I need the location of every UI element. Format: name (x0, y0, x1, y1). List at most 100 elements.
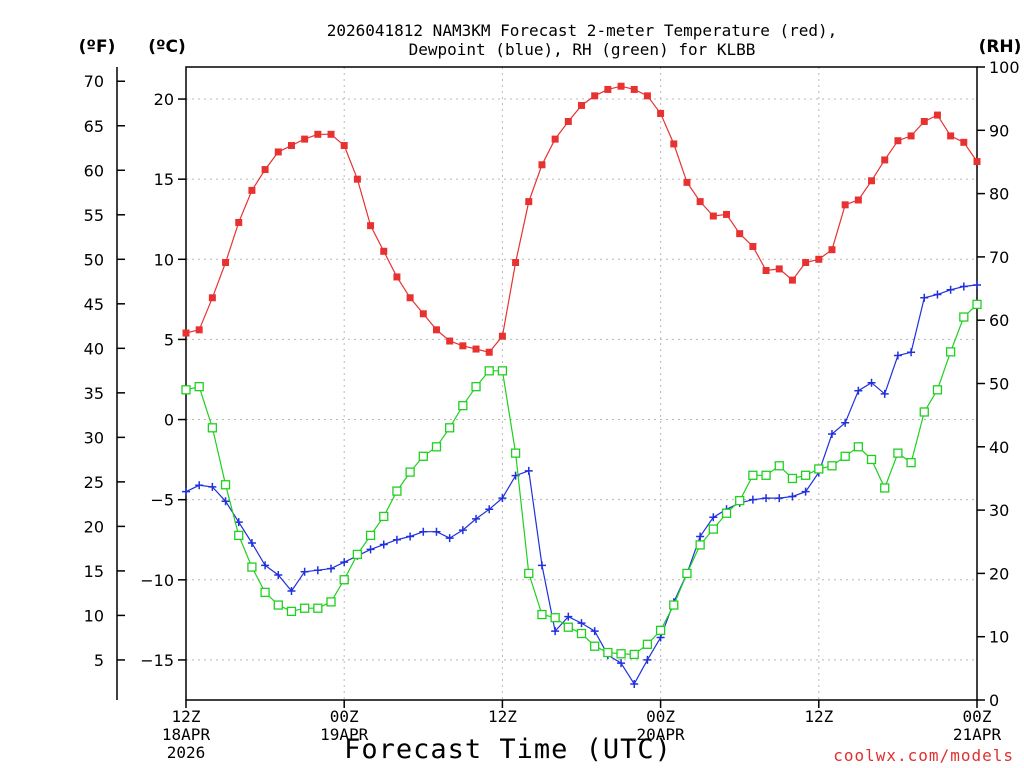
data-point (300, 567, 309, 576)
data-point (525, 198, 533, 206)
data-point (854, 196, 862, 204)
data-point (774, 461, 784, 471)
data-point (432, 326, 440, 334)
data-point (828, 246, 836, 254)
data-point (748, 470, 758, 480)
rh-tick-label: 20 (989, 564, 1009, 583)
data-point (946, 285, 955, 294)
data-point (669, 600, 679, 610)
x-tick-label: 00Z (330, 707, 359, 726)
rh-tick-label: 90 (989, 121, 1009, 140)
data-point (248, 186, 256, 194)
fahrenheit-tick-label: 15 (84, 562, 104, 581)
data-point (736, 230, 744, 238)
data-point (406, 294, 414, 302)
data-point (959, 312, 969, 322)
fahrenheit-tick-label: 65 (84, 117, 104, 136)
data-point (578, 101, 585, 109)
chart-title-line-1: 2026041812 NAM3KM Forecast 2-meter Tempe… (327, 21, 838, 40)
data-point (696, 198, 704, 206)
data-point (551, 135, 559, 143)
data-point (392, 535, 401, 544)
data-point (604, 85, 612, 93)
data-point (235, 218, 243, 226)
data-point (392, 486, 402, 496)
data-point (643, 92, 651, 100)
series-2-meter-temperature (182, 82, 981, 356)
rh-tick-label: 50 (989, 375, 1009, 394)
fahrenheit-tick-label: 30 (84, 428, 104, 447)
data-point (365, 530, 376, 541)
data-point (945, 347, 956, 357)
data-point (893, 448, 903, 458)
data-point (445, 534, 454, 543)
fahrenheit-tick-label: 55 (84, 206, 104, 225)
data-point (419, 527, 428, 536)
data-point (933, 290, 942, 299)
data-point (366, 545, 375, 554)
data-point (352, 549, 363, 560)
celsius-tick-label: 10 (154, 250, 174, 269)
data-point (735, 495, 745, 506)
x-axis-title: Forecast Time (UTC) (344, 734, 672, 765)
data-point (432, 527, 441, 536)
data-point (182, 487, 190, 496)
data-point (339, 575, 349, 585)
fahrenheit-tick-label: 25 (84, 473, 104, 492)
celsius-tick-label: 20 (154, 90, 174, 109)
data-point (260, 587, 270, 598)
data-point (617, 82, 625, 90)
celsius-tick-label: 0 (164, 411, 174, 430)
data-point (629, 649, 639, 660)
data-point (907, 132, 915, 140)
data-point (261, 561, 270, 570)
data-point (576, 628, 587, 639)
data-point (564, 117, 572, 125)
x-tick-label: 19APR (320, 725, 369, 744)
data-point (854, 386, 863, 395)
data-point (524, 568, 534, 579)
data-point (630, 679, 639, 688)
data-point (906, 457, 916, 468)
data-point (932, 385, 943, 395)
celsius-tick-label: 15 (154, 170, 174, 189)
data-point (563, 622, 573, 632)
data-point (286, 606, 297, 617)
data-point (866, 454, 877, 465)
rh-tick-label: 80 (989, 185, 1009, 204)
data-point (195, 326, 203, 334)
x-tick-label: 18APR (162, 725, 211, 744)
data-point (340, 142, 348, 150)
data-point (893, 351, 902, 360)
data-point (234, 530, 244, 541)
data-point (221, 497, 230, 506)
data-point (261, 166, 269, 174)
data-point (657, 109, 665, 117)
x-tick-label: 21APR (953, 725, 1002, 744)
data-point (393, 273, 401, 281)
data-point (907, 348, 916, 357)
celsius-tick-label: −10 (140, 571, 174, 590)
celsius-tick-label: −5 (150, 491, 174, 510)
fahrenheit-tick-label: 20 (84, 517, 104, 536)
data-point (590, 627, 599, 636)
data-point (379, 511, 389, 522)
data-point (538, 161, 546, 169)
rh-tick-label: 60 (989, 311, 1009, 330)
x-tick-label: 12Z (804, 707, 833, 726)
data-point (749, 242, 757, 250)
celsius-unit-label: (ºC) (148, 37, 186, 57)
chart-title-line-2: Dewpoint (blue), RH (green) for KLBB (409, 40, 756, 59)
data-point (682, 568, 692, 579)
data-point (853, 442, 863, 452)
data-point (340, 558, 349, 567)
data-point (485, 348, 493, 356)
x-tick-label: 00Z (646, 707, 675, 726)
fahrenheit-tick-label: 35 (84, 384, 104, 403)
data-point (537, 561, 546, 570)
data-point (472, 514, 481, 523)
fahrenheit-unit-label: (ºF) (79, 37, 116, 57)
data-point (919, 407, 929, 417)
data-point (419, 310, 427, 318)
